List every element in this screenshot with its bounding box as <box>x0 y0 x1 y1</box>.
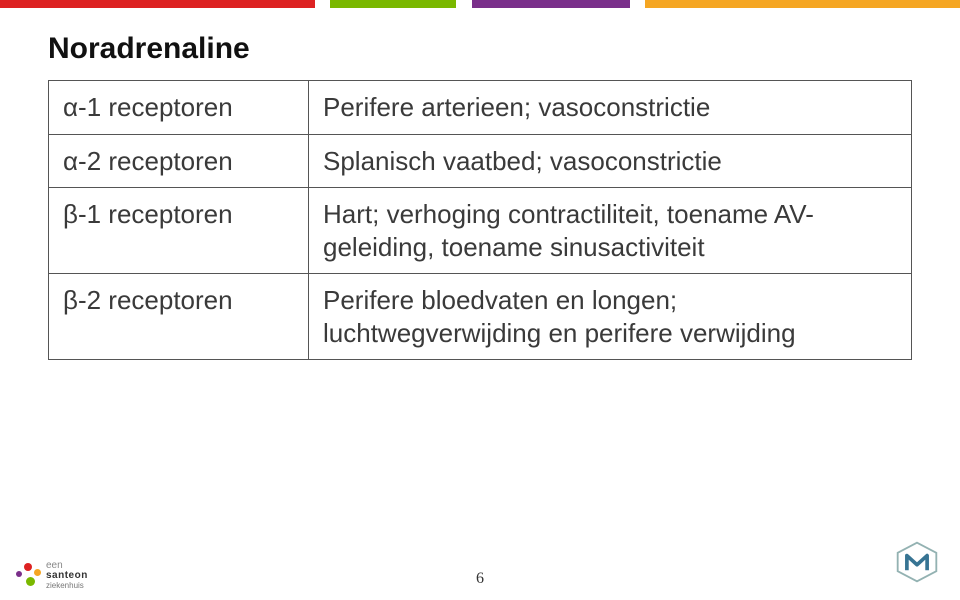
bar-gap <box>630 0 646 8</box>
table-row: β-2 receptoren Perifere bloedvaten en lo… <box>49 274 912 360</box>
slide-title: Noradrenaline <box>48 32 250 66</box>
cell-effect: Perifere bloedvaten en longen; luchtwegv… <box>309 274 912 360</box>
table-row: α-2 receptoren Splanisch vaatbed; vasoco… <box>49 134 912 188</box>
cell-receptor: α-2 receptoren <box>49 134 309 188</box>
bar-segment-red <box>0 0 315 8</box>
table-row: α-1 receptoren Perifere arterieen; vasoc… <box>49 81 912 135</box>
footer-logo-right <box>894 539 940 590</box>
slide-body: Noradrenaline α-1 receptoren Perifere ar… <box>0 8 960 600</box>
bar-segment-green <box>330 0 456 8</box>
logo-dots-icon <box>14 561 42 589</box>
bar-gap <box>456 0 472 8</box>
cell-receptor: α-1 receptoren <box>49 81 309 135</box>
bar-gap <box>315 0 331 8</box>
top-accent-bar <box>0 0 960 8</box>
logo-line3: ziekenhuis <box>46 582 88 590</box>
cell-receptor: β-1 receptoren <box>49 188 309 274</box>
cell-effect: Perifere arterieen; vasoconstrictie <box>309 81 912 135</box>
cell-receptor: β-2 receptoren <box>49 274 309 360</box>
table-row: β-1 receptoren Hart; verhoging contracti… <box>49 188 912 274</box>
page-number: 6 <box>476 570 484 588</box>
receptor-table: α-1 receptoren Perifere arterieen; vasoc… <box>48 80 912 360</box>
cube-m-icon <box>894 539 940 585</box>
cell-effect: Hart; verhoging contractiliteit, toename… <box>309 188 912 274</box>
logo-text: een santeon ziekenhuis <box>46 561 88 590</box>
cell-effect: Splanisch vaatbed; vasoconstrictie <box>309 134 912 188</box>
bar-segment-purple <box>472 0 629 8</box>
footer-logo-santeon: een santeon ziekenhuis <box>14 561 88 590</box>
bar-segment-orange <box>645 0 960 8</box>
